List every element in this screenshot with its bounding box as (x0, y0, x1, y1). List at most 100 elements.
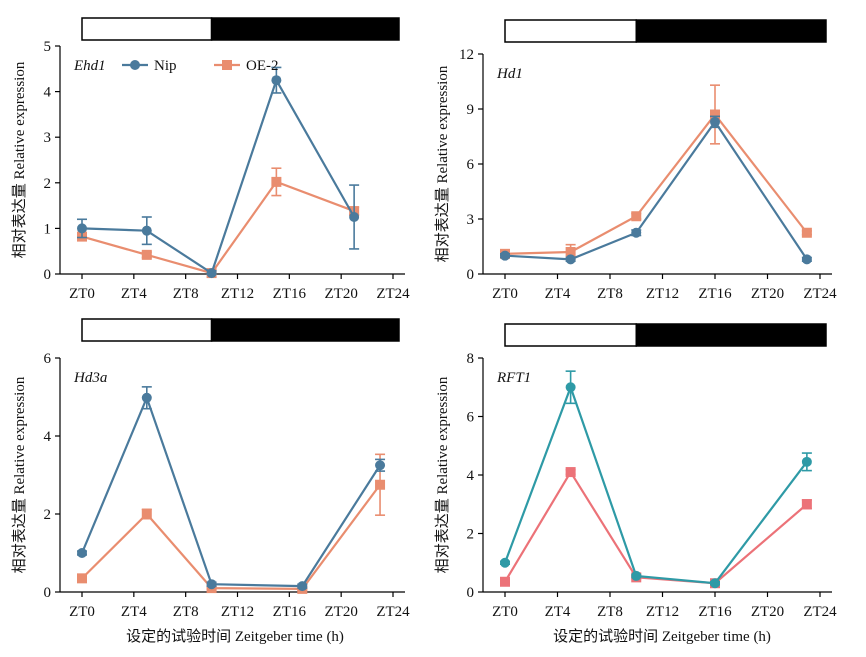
series-line (504, 469, 808, 585)
data-point (297, 581, 308, 592)
x-tick-label: ZT4 (545, 286, 571, 302)
x-tick-label: ZT8 (597, 286, 623, 302)
data-point (77, 573, 87, 584)
data-point (565, 254, 576, 265)
x-tick-label: ZT0 (492, 604, 518, 620)
x-tick-label: ZT16 (698, 286, 732, 302)
series-line (504, 112, 808, 255)
panel-title: Ehd1 (73, 58, 106, 74)
x-tick-label: ZT8 (597, 604, 623, 620)
legend-label: Nip (154, 58, 177, 74)
data-point (631, 227, 642, 238)
series-nip (77, 66, 360, 279)
series-line (81, 180, 355, 275)
data-point (375, 479, 386, 490)
series-line (503, 384, 808, 585)
data-point (710, 116, 720, 127)
data-point (141, 249, 152, 260)
y-tick-label: 1 (44, 221, 52, 237)
data-point (77, 223, 87, 234)
x-tick-label: ZT0 (69, 286, 95, 302)
y-tick-label: 0 (467, 585, 475, 601)
data-point (801, 227, 812, 238)
x-tick-label: ZT4 (121, 286, 147, 302)
x-tick-label: ZT24 (803, 286, 837, 302)
data-point (141, 225, 152, 236)
y-tick-label: 2 (44, 507, 52, 523)
y-axis-title: 相对表达量 Relative expression (434, 376, 451, 573)
data-point (349, 212, 360, 222)
series-line (81, 484, 381, 590)
light-period-bar (81, 318, 213, 342)
dark-period-bar (635, 19, 827, 43)
data-point (206, 579, 217, 590)
data-point (710, 578, 720, 589)
legend: Nip OE-2 (122, 58, 279, 74)
y-tick-label: 0 (44, 585, 52, 601)
data-point (206, 268, 217, 279)
x-tick-label: ZT24 (376, 604, 410, 620)
x-tick-label: ZT20 (751, 604, 784, 620)
data-point (141, 509, 152, 519)
data-point (801, 456, 812, 467)
y-tick-label: 4 (44, 85, 52, 101)
light-period-bar (81, 17, 213, 41)
y-tick-label: 5 (44, 39, 52, 55)
x-tick-label: ZT20 (751, 286, 784, 302)
y-tick-label: 0 (44, 267, 52, 283)
x-axis-title-right: 设定的试验时间 Zeitgeber time (h) (553, 628, 771, 645)
x-tick-label: ZT8 (173, 286, 199, 302)
series-line (80, 394, 381, 588)
legend-item-oe-2: OE-2 (214, 58, 279, 74)
x-tick-label: ZT20 (325, 604, 358, 620)
series-oe-2 (500, 467, 812, 589)
x-tick-label: ZT0 (69, 604, 95, 620)
panel-title: Hd1 (496, 66, 523, 82)
series-nip (500, 370, 812, 589)
x-tick-label: ZT24 (803, 604, 837, 620)
data-point (500, 250, 510, 261)
y-tick-label: 8 (467, 351, 475, 367)
y-tick-label: 6 (44, 351, 52, 367)
data-point (631, 211, 642, 222)
x-tick-label: ZT8 (173, 604, 199, 620)
x-tick-label: ZT16 (698, 604, 732, 620)
panel-title: Hd3a (73, 370, 107, 386)
y-tick-label: 3 (467, 212, 475, 228)
data-point (141, 392, 152, 403)
legend-label: OE-2 (246, 58, 279, 74)
light-period-bar (504, 323, 637, 347)
legend-marker (222, 60, 232, 70)
data-point (631, 570, 642, 581)
y-tick-label: 4 (467, 468, 475, 484)
x-tick-label: ZT12 (646, 286, 679, 302)
x-tick-label: ZT20 (325, 286, 358, 302)
y-tick-label: 6 (467, 410, 475, 426)
y-tick-label: 0 (467, 267, 475, 283)
series-nip (500, 115, 812, 265)
series-oe-2 (77, 167, 360, 279)
x-tick-label: ZT12 (646, 604, 679, 620)
y-axis-title: 相对表达量 Relative expression (434, 65, 451, 262)
y-axis-title: 相对表达量 Relative expression (11, 376, 28, 573)
data-point (500, 557, 510, 568)
x-tick-label: ZT12 (221, 286, 254, 302)
panel-title: RFT1 (496, 370, 531, 386)
data-point (801, 254, 812, 265)
x-tick-label: ZT24 (376, 286, 410, 302)
series-oe-2 (500, 84, 812, 261)
dark-period-bar (635, 323, 827, 347)
y-tick-label: 2 (44, 176, 52, 192)
data-point (375, 460, 386, 471)
data-point (271, 176, 282, 187)
legend-item-nip: Nip (122, 58, 177, 74)
y-tick-label: 6 (467, 157, 475, 173)
series-nip (77, 386, 386, 592)
series-oe-2 (77, 453, 386, 594)
x-tick-label: ZT4 (121, 604, 147, 620)
legend-marker (130, 60, 140, 70)
panel-hd3a: 0 2 4 6 ZT0 ZT4 ZT8 ZT12 ZT16 ZT20 ZT24 相对表达量 Relat… (11, 318, 410, 620)
y-tick-label: 12 (459, 47, 474, 63)
panel-rft1: 0 2 4 6 8 ZT0 ZT4 ZT8 ZT12 ZT16 ZT20 ZT24 相对表达量 Rela… (434, 323, 837, 620)
